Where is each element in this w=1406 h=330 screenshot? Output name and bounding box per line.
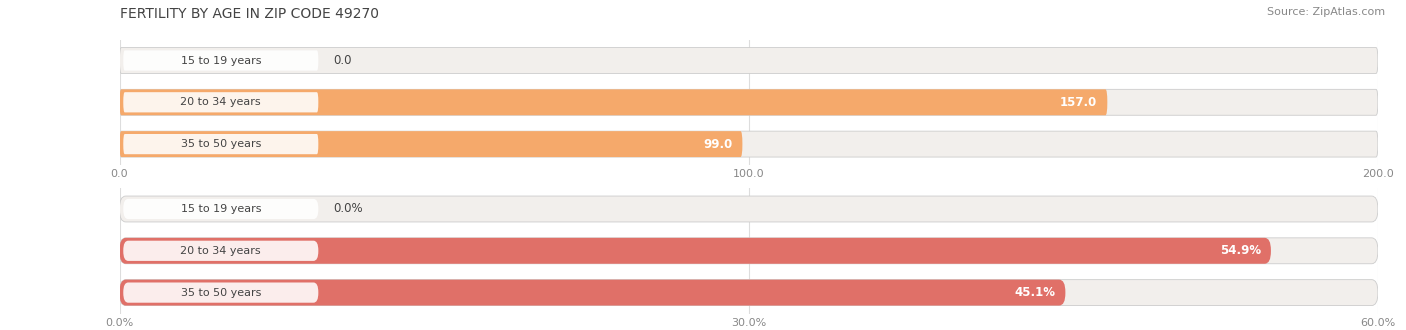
FancyBboxPatch shape xyxy=(124,134,318,154)
FancyBboxPatch shape xyxy=(120,131,742,157)
FancyBboxPatch shape xyxy=(120,280,1066,306)
Text: 157.0: 157.0 xyxy=(1060,96,1097,109)
Text: 0.0%: 0.0% xyxy=(333,203,363,215)
FancyBboxPatch shape xyxy=(124,241,318,261)
Text: 20 to 34 years: 20 to 34 years xyxy=(180,246,262,256)
FancyBboxPatch shape xyxy=(120,196,1378,222)
Text: 20 to 34 years: 20 to 34 years xyxy=(180,97,262,107)
Text: 54.9%: 54.9% xyxy=(1220,244,1261,257)
Text: FERTILITY BY AGE IN ZIP CODE 49270: FERTILITY BY AGE IN ZIP CODE 49270 xyxy=(120,7,378,20)
FancyBboxPatch shape xyxy=(124,92,318,113)
FancyBboxPatch shape xyxy=(120,89,1108,115)
Text: 15 to 19 years: 15 to 19 years xyxy=(180,204,262,214)
FancyBboxPatch shape xyxy=(120,89,1378,115)
Text: 35 to 50 years: 35 to 50 years xyxy=(180,139,262,149)
FancyBboxPatch shape xyxy=(120,280,1378,306)
Text: 35 to 50 years: 35 to 50 years xyxy=(180,288,262,298)
Text: 45.1%: 45.1% xyxy=(1014,286,1056,299)
Text: 0.0: 0.0 xyxy=(333,54,352,67)
Text: 15 to 19 years: 15 to 19 years xyxy=(180,55,262,65)
FancyBboxPatch shape xyxy=(124,50,318,71)
FancyBboxPatch shape xyxy=(120,238,1378,264)
FancyBboxPatch shape xyxy=(120,131,1378,157)
FancyBboxPatch shape xyxy=(120,238,1271,264)
FancyBboxPatch shape xyxy=(124,199,318,219)
FancyBboxPatch shape xyxy=(120,48,1378,74)
Text: 99.0: 99.0 xyxy=(703,138,733,150)
FancyBboxPatch shape xyxy=(124,282,318,303)
Text: Source: ZipAtlas.com: Source: ZipAtlas.com xyxy=(1267,7,1385,16)
